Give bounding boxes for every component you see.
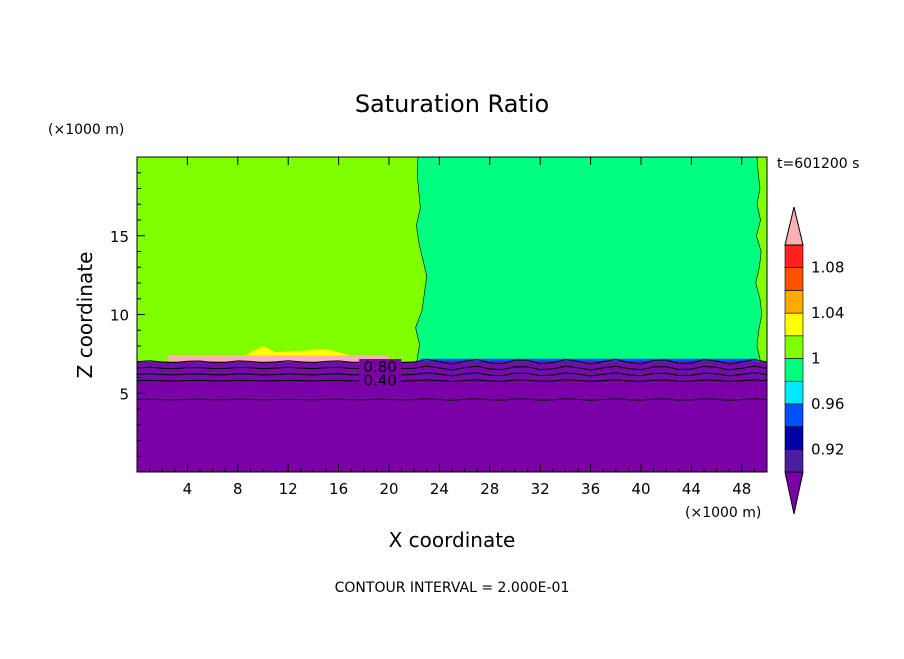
contour-line: [136, 358, 768, 365]
region-moist-band: [420, 358, 757, 362]
colorbar-label: 0.96: [811, 395, 844, 413]
y-axis-label: Z coordinate: [73, 252, 97, 379]
region-supersaturated-core: [168, 355, 389, 362]
x-tick-label: 20: [379, 480, 398, 498]
chart-title: Saturation Ratio: [355, 90, 549, 118]
colorbar-swatch: [784, 448, 804, 473]
y-axis-unit: (×1000 m): [48, 122, 124, 138]
x-tick-label: 44: [682, 480, 701, 498]
x-axis-label: X coordinate: [389, 528, 516, 552]
colorbar-label: 1.08: [811, 259, 844, 277]
colorbar-swatch: [784, 426, 804, 450]
colorbar-lower-arrow: [784, 471, 804, 515]
y-axis-ticks: 5 10 15: [110, 172, 145, 457]
colorbar-swatch: [784, 335, 804, 359]
colorbar-swatch: [784, 312, 804, 337]
contour-label: 0.40: [363, 371, 396, 389]
contour-line: [136, 379, 768, 382]
colorbar-swatch: [784, 290, 804, 314]
colorbar-swatch: [784, 244, 804, 269]
colorbar-label: 0.92: [811, 440, 844, 458]
region-lower-band: [137, 361, 767, 381]
time-label: t=601200 s: [777, 156, 859, 172]
contour-label: 0.80: [363, 358, 396, 376]
x-tick-label: 36: [581, 480, 600, 498]
x-tick-label: 24: [430, 480, 449, 498]
colorbar-swatch: [784, 380, 804, 405]
colorbar-swatch: [784, 267, 804, 291]
contour-line: [136, 398, 768, 401]
x-tick-label: 8: [233, 480, 243, 498]
region-right-upper: [415, 156, 763, 363]
x-tick-label: 16: [329, 480, 348, 498]
colorbar-swatch: [784, 358, 804, 382]
colorbar-label: 1.04: [811, 304, 844, 322]
x-axis-unit: (×1000 m): [685, 505, 761, 521]
colorbar-label: 1: [811, 350, 821, 368]
colorbar: 0.92 0.96 1 1.04 1.08: [784, 206, 844, 515]
y-tick-label: 10: [110, 307, 129, 325]
y-tick-label: 15: [110, 228, 129, 246]
contour-interval-note: CONTOUR INTERVAL = 2.000E-01: [335, 580, 570, 596]
x-tick-label: 12: [279, 480, 298, 498]
colorbar-upper-arrow: [784, 206, 804, 246]
plot-area: 0.800.40: [136, 156, 768, 473]
x-tick-label: 28: [480, 480, 499, 498]
contour-label-bg: [359, 372, 402, 387]
y-tick-label: 5: [119, 385, 129, 403]
x-tick-label: 48: [732, 480, 751, 498]
x-axis-ticks: 4 8 12 16 20 24 28 32 36 40 44 48: [149, 157, 768, 498]
contour-line: [136, 365, 768, 371]
contour-label-bg: [359, 359, 402, 374]
colorbar-swatch: [784, 403, 804, 427]
x-tick-label: 40: [631, 480, 650, 498]
x-tick-label: 4: [183, 480, 193, 498]
x-tick-label: 32: [531, 480, 550, 498]
contour-line: [136, 372, 768, 377]
